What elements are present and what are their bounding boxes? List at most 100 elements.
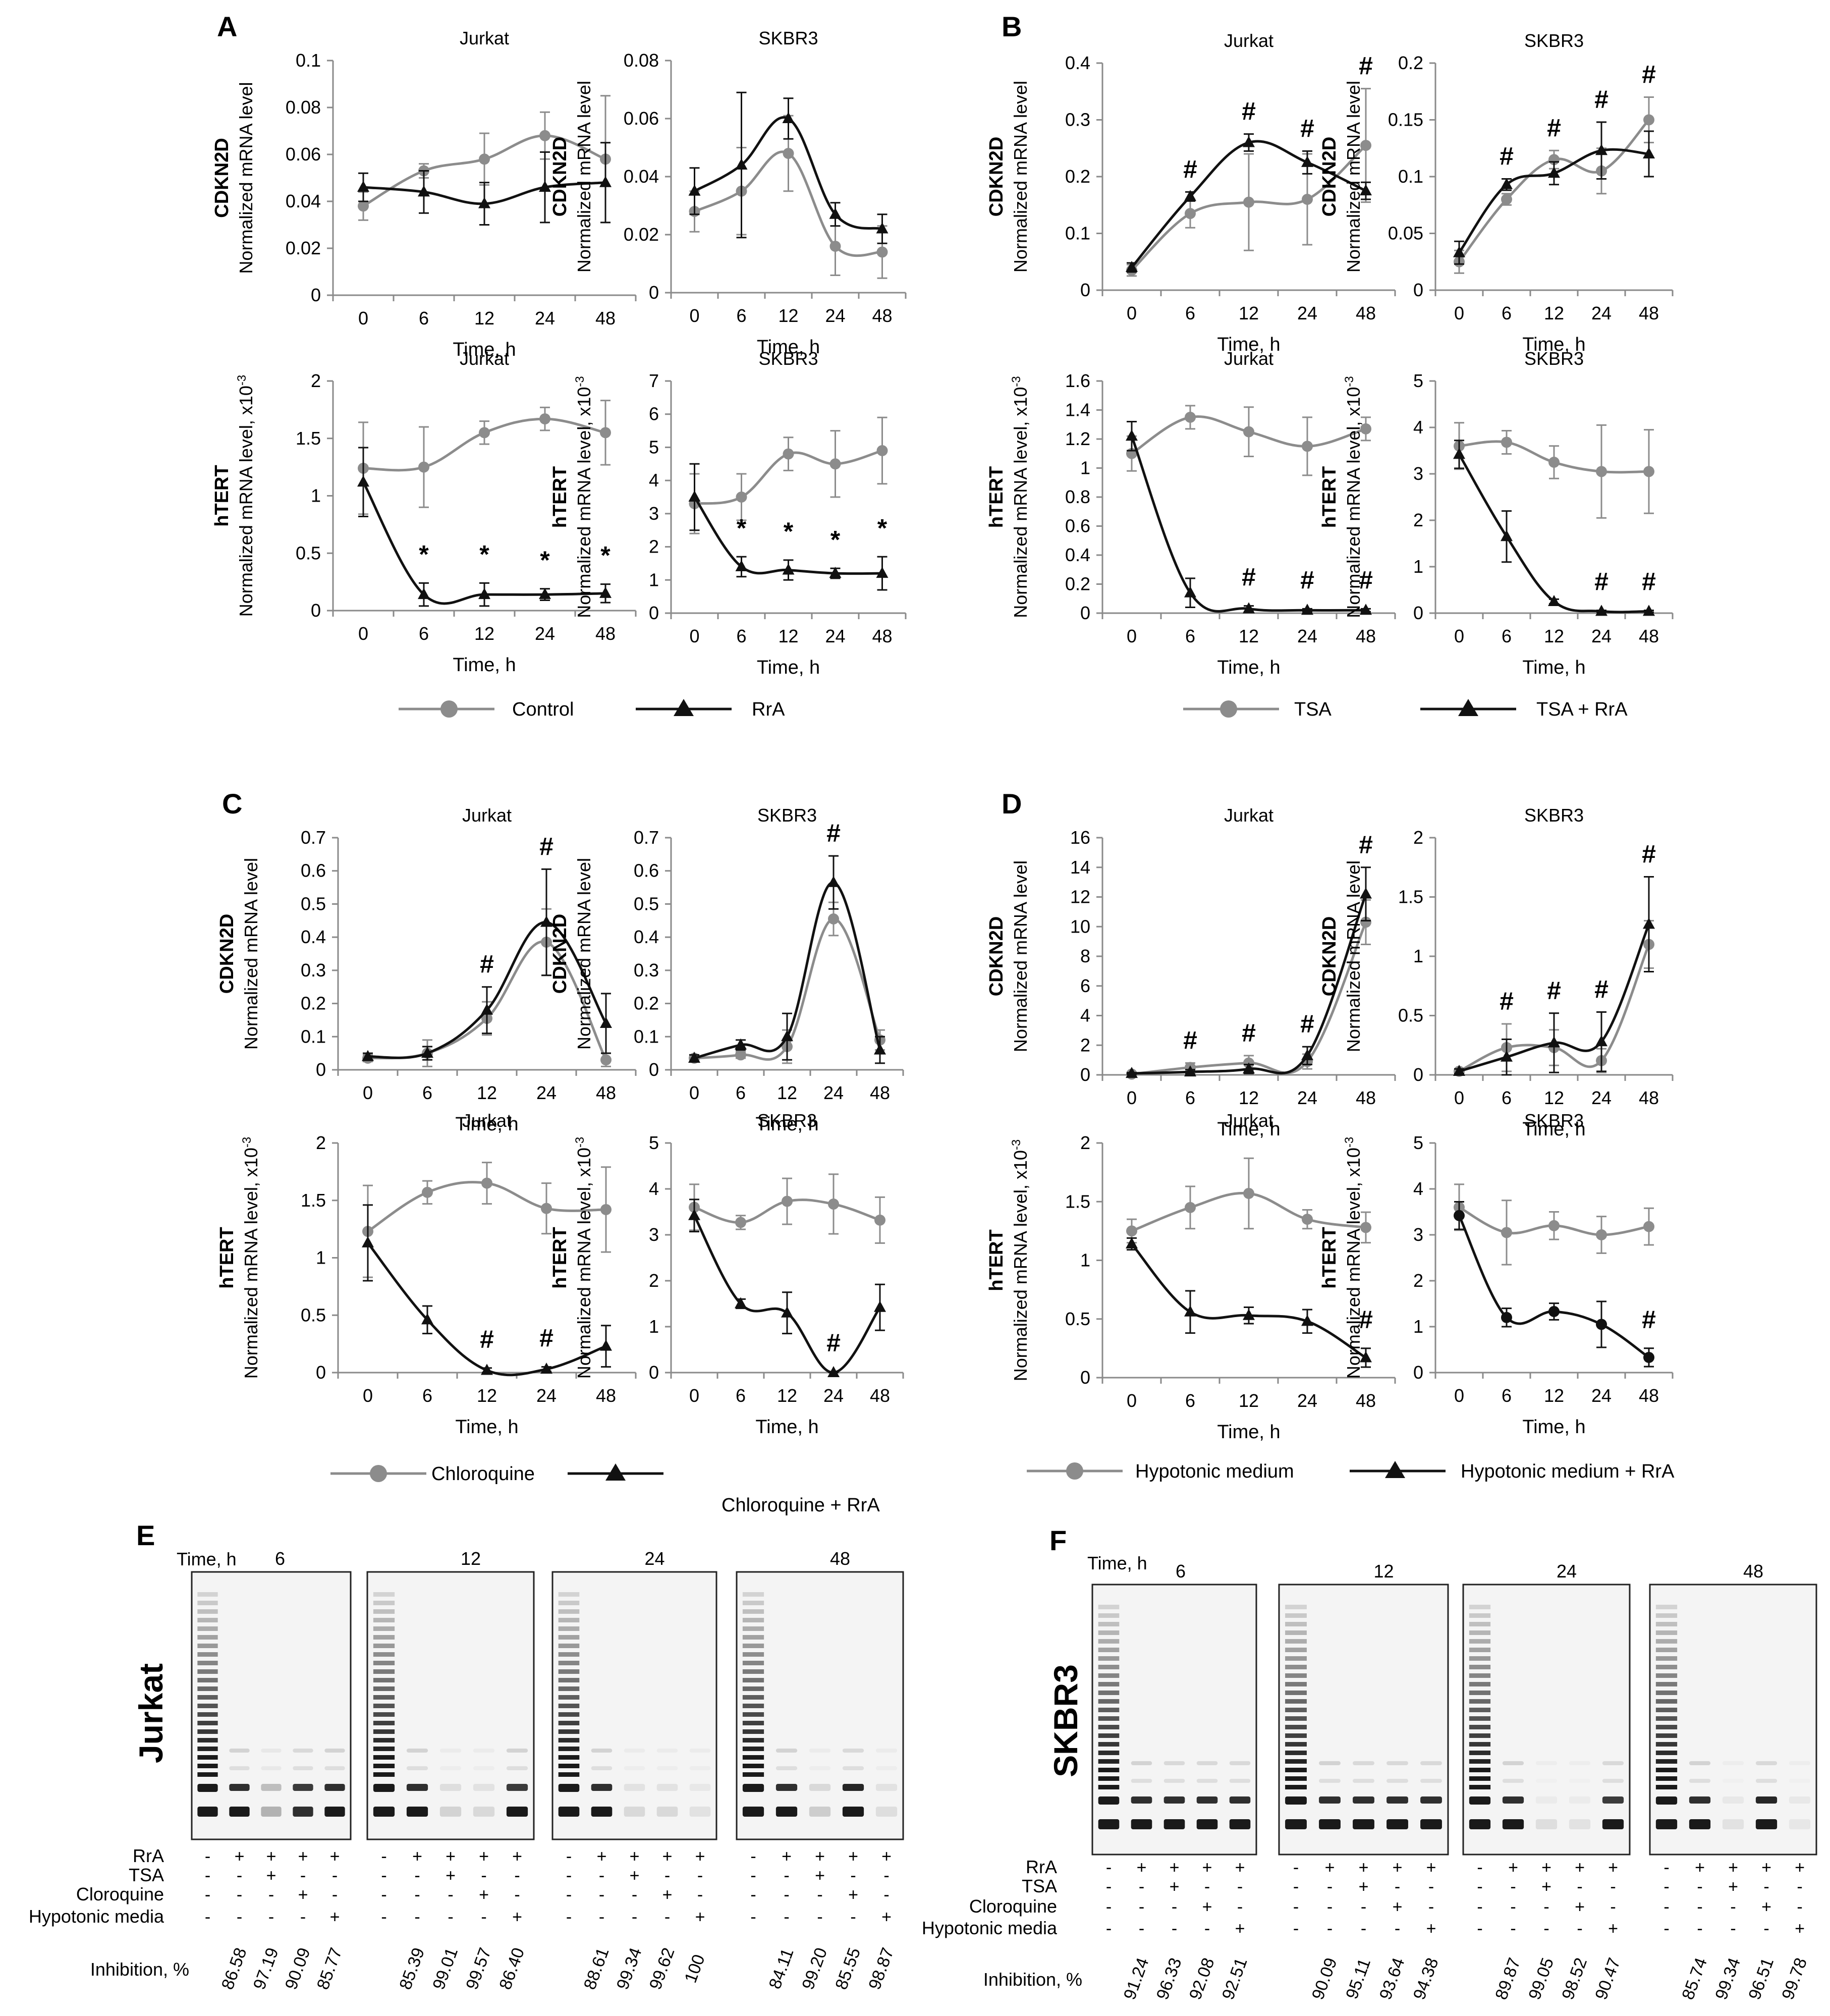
x-tick-label: 12	[474, 623, 494, 644]
gel-ladder-band	[197, 1755, 218, 1760]
gel-sign: +	[630, 1847, 640, 1866]
significance-mark: #	[1642, 61, 1656, 89]
series-line	[1131, 921, 1367, 1076]
gel-band	[1131, 1779, 1152, 1783]
gel-band	[1502, 1819, 1524, 1829]
legends-layer: Control RrA TSA TSA + RrAChloroquineChloroq…	[330, 699, 1675, 1516]
gel-sign: +	[1170, 1877, 1180, 1896]
gene-label: CDKN2D	[211, 138, 233, 217]
gel-band	[1353, 1819, 1374, 1829]
y-tick-label: 0.08	[624, 50, 659, 71]
x-tick-label: 0	[358, 308, 368, 329]
series-line	[1458, 944, 1650, 1073]
gel-signs-6h: - + + + +- - + - -- - - + -- - - - +91.24 96.33 92.08 92.51	[1106, 1858, 1251, 2002]
data-point	[688, 184, 701, 196]
data-point	[1548, 1036, 1560, 1048]
gel-band	[1502, 1761, 1524, 1765]
significance-mark: *	[784, 517, 794, 546]
gel-band	[1655, 1819, 1678, 1829]
x-tick-label: 6	[736, 305, 746, 326]
gel-band	[1163, 1819, 1185, 1829]
data-point	[782, 112, 795, 123]
y-axis-title: Normalized mRNA level, x10-3	[573, 376, 595, 618]
gel-ladder-band	[742, 1704, 764, 1708]
gel-ladder-band	[1098, 1708, 1120, 1712]
gel-sign: -	[883, 1885, 889, 1904]
data-point	[735, 1049, 746, 1061]
gel-sign: -	[381, 1866, 386, 1885]
data-point	[1126, 429, 1138, 441]
gel-ladder-band	[1655, 1639, 1678, 1644]
x-tick-label: 12	[777, 1385, 797, 1406]
data-point	[1184, 1305, 1196, 1317]
gel-sign: -	[205, 1908, 210, 1927]
y-tick-label: 14	[1070, 857, 1090, 878]
gel-band	[775, 1784, 798, 1791]
data-point	[1501, 194, 1512, 205]
gel-ladder-band	[197, 1704, 218, 1708]
gel-sign: -	[1763, 1919, 1769, 1938]
y-tick-label: 0.06	[286, 144, 321, 165]
x-tick-label: 48	[1356, 303, 1376, 323]
gel-sign: +	[479, 1885, 489, 1904]
gel-inhibition-value: 97.19	[250, 1945, 283, 1992]
x-tick-label: 6	[736, 1082, 746, 1103]
y-tick-label: 0.1	[634, 1026, 659, 1047]
gel-band	[439, 1807, 462, 1817]
data-point	[1360, 887, 1372, 899]
y-tick-label: 4	[649, 470, 659, 491]
gel-ladder-band	[197, 1652, 218, 1657]
data-point	[1360, 423, 1371, 434]
x-tick-label: 48	[872, 305, 892, 326]
gel-ladder-band	[373, 1738, 395, 1742]
gel-sign: +	[412, 1847, 422, 1866]
gel-inhibition-value: 96.33	[1153, 1955, 1186, 2002]
gel-ladder-band	[558, 1764, 580, 1768]
gel-sign: -	[750, 1866, 756, 1885]
gel-time-value: 12	[461, 1548, 481, 1569]
legend-d: Hypotonic medium Hypotonic medium + RrA	[1027, 1461, 1675, 1482]
gel-ladder-band	[1655, 1613, 1678, 1618]
gel-band	[406, 1784, 428, 1791]
chart-title: SKBR3	[757, 805, 817, 826]
data-point	[1302, 1214, 1313, 1225]
gel-signs-48h: - + + + +- - + - -- - - + -- - - - +85.74 99.34 96.51 99.78	[1663, 1858, 1811, 2002]
y-axis-title-exp: -3	[1010, 376, 1023, 387]
gel-band	[624, 1807, 645, 1817]
gel-ladder-band	[1655, 1673, 1678, 1678]
gel-sign: +	[512, 1847, 522, 1866]
gel-sign: +	[479, 1847, 489, 1866]
gel-sign: -	[1293, 1877, 1299, 1896]
gel-band	[1285, 1819, 1307, 1829]
gel-ladder-band	[1655, 1716, 1678, 1721]
significance-mark: #	[826, 1329, 841, 1357]
gel-row-label: TSA	[1022, 1876, 1057, 1896]
legend-label: Hypotonic medium	[1135, 1461, 1294, 1482]
data-point	[876, 222, 889, 234]
x-tick-label: 0	[689, 626, 699, 646]
y-tick-label: 0.6	[634, 860, 659, 881]
gel-ladder-band	[558, 1678, 580, 1682]
gel-band	[1602, 1761, 1624, 1765]
chart-c-skbr3-cdkn2d: SKBR3 0 0.1 0.2 0.3 0.4 0.5 0.6 0.7 0 6 12 24 48 Time,…	[549, 805, 904, 1135]
gel-lane	[656, 1749, 678, 1817]
data-point	[418, 461, 429, 473]
x-tick-label: 0	[363, 1385, 373, 1406]
x-axis-title: Time, h	[1217, 1119, 1280, 1140]
gel-sign: -	[381, 1847, 386, 1866]
gel-ladder-band	[1655, 1759, 1678, 1764]
significance-mark: *	[419, 540, 429, 568]
gel-band	[293, 1766, 313, 1770]
gel-inhibition-value: 92.08	[1186, 1955, 1218, 2002]
gel-inhibition-value: 85.55	[831, 1945, 864, 1992]
gel-band	[229, 1766, 250, 1770]
significance-mark: #	[1500, 142, 1514, 171]
gel-ladder-band	[1655, 1776, 1678, 1781]
gel-ladder-band	[197, 1644, 218, 1648]
y-axis-title: Normalized mRNA level, x10-3	[573, 1137, 595, 1379]
gel-band	[1569, 1761, 1590, 1765]
gel-band	[689, 1784, 711, 1791]
gel-ladder-band	[1655, 1733, 1678, 1738]
gel-band	[324, 1749, 345, 1753]
y-axis-title: Normalized mRNA level	[1343, 81, 1364, 273]
